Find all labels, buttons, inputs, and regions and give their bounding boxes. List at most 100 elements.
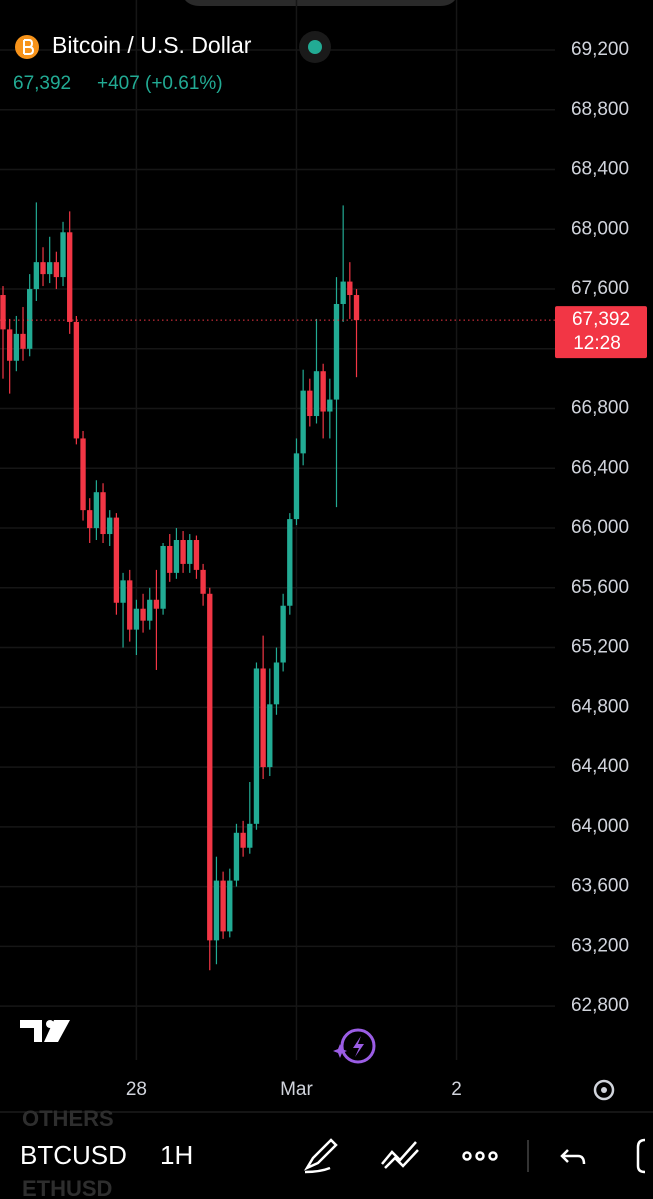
watchlist-item[interactable]: ETHUSD <box>22 1176 112 1199</box>
candle-body <box>333 303 340 400</box>
candle-body <box>260 668 266 768</box>
candle-body <box>60 232 66 278</box>
y-tick-label: 64,800 <box>571 696 629 717</box>
plot-area: 62,800 63,200 63,600 64,000 64,400 64,800 65,2… <box>0 0 647 1100</box>
candle-body <box>340 281 346 304</box>
quote-price: 67,392 <box>13 73 71 94</box>
candle-body <box>167 545 173 573</box>
undo-icon[interactable] <box>560 1149 586 1165</box>
candle-body <box>73 321 80 439</box>
candle-body <box>187 540 193 564</box>
y-tick-label: 64,000 <box>571 816 629 837</box>
assistant-sparkle <box>333 1044 347 1058</box>
more-dot <box>475 1151 485 1161</box>
candle-body <box>0 295 6 330</box>
y-tick-label: 66,800 <box>571 398 629 419</box>
candle-body <box>13 333 20 361</box>
candle-body <box>240 832 246 848</box>
candle-body <box>153 599 160 609</box>
assistant-bolt <box>353 1036 364 1057</box>
y-tick-label: 62,800 <box>571 995 629 1016</box>
candle-body <box>47 262 53 275</box>
more-dot <box>488 1151 498 1161</box>
candle-body <box>213 880 220 941</box>
candle-body <box>93 492 100 529</box>
candle-body <box>40 262 46 275</box>
quote-change: +407 <box>97 73 140 94</box>
candle-body <box>273 662 280 705</box>
candle-body <box>147 599 153 621</box>
candle-body <box>287 519 293 606</box>
more-dot <box>462 1151 472 1161</box>
y-tick-label: 68,000 <box>571 218 629 239</box>
tradingview-logo <box>20 1020 70 1042</box>
y-tick-label: 66,400 <box>571 457 629 478</box>
candle-body <box>100 492 106 535</box>
symbol-title: Bitcoin / U.S. Dollar <box>52 32 252 58</box>
y-tick-label: 68,400 <box>571 159 629 180</box>
candle-body <box>160 545 166 609</box>
candle-body <box>173 540 180 573</box>
redo-icon[interactable] <box>636 1138 646 1174</box>
y-tick-label: 68,800 <box>571 99 629 120</box>
last-price-tag <box>555 306 647 359</box>
candle-body <box>27 289 33 349</box>
tradingview-logo-dot <box>46 1020 54 1028</box>
y-tick-label: 67,600 <box>571 278 629 299</box>
notch <box>185 0 455 6</box>
candle-body <box>7 329 13 361</box>
quote-change-pct: (+0.61%) <box>145 73 223 94</box>
candle-body <box>300 390 306 454</box>
symbol-button[interactable]: BTCUSD <box>20 1140 127 1170</box>
candle-body <box>320 371 326 412</box>
bar-countdown: 12:28 <box>573 333 621 354</box>
candle-body <box>267 704 273 768</box>
status-dot <box>308 40 322 54</box>
settings-icon[interactable] <box>593 1079 615 1101</box>
last-price-label: 67,392 <box>572 309 630 330</box>
candle-body <box>127 580 133 630</box>
candle-body <box>353 295 360 321</box>
x-tick-label: 28 <box>126 1079 147 1100</box>
indicators-icon[interactable] <box>381 1141 419 1169</box>
more-icon[interactable] <box>462 1151 498 1161</box>
candle-body <box>180 540 186 564</box>
x-tick-label: 2 <box>451 1079 462 1100</box>
candle-body <box>53 262 60 278</box>
settings-icon-center <box>601 1087 607 1093</box>
x-tick-label: Mar <box>280 1079 313 1100</box>
watchlist-item[interactable]: OTHERS <box>22 1106 114 1131</box>
candle-body <box>20 333 26 349</box>
candle-body <box>113 517 120 603</box>
candle-body <box>307 390 313 417</box>
candle-body <box>107 517 113 535</box>
candle-body <box>80 438 86 511</box>
candle-body <box>140 608 146 621</box>
candle-body <box>313 371 320 417</box>
candle-body <box>253 668 260 824</box>
interval-button[interactable]: 1H <box>160 1140 193 1170</box>
y-tick-label: 65,200 <box>571 637 629 658</box>
candle-body <box>67 232 73 322</box>
candle-body <box>247 823 253 848</box>
y-tick-label: 66,000 <box>571 517 629 538</box>
candle-body <box>220 880 226 932</box>
draw-tool-icon[interactable] <box>303 1138 338 1174</box>
y-tick-label: 69,200 <box>571 39 629 60</box>
candle-body <box>207 593 213 941</box>
candle-body <box>87 510 93 529</box>
candle-body <box>280 605 286 663</box>
candle-body <box>193 540 200 570</box>
candle-body <box>293 453 300 520</box>
y-tick-label: 64,400 <box>571 756 629 777</box>
candle-body <box>233 832 240 881</box>
candle-body <box>200 569 206 594</box>
candle-body <box>227 880 233 932</box>
candle-body <box>347 281 353 296</box>
coin-glyph <box>23 39 35 55</box>
assistant-icon[interactable] <box>340 1028 376 1064</box>
candle-body <box>327 399 333 412</box>
candle-body <box>33 262 40 290</box>
